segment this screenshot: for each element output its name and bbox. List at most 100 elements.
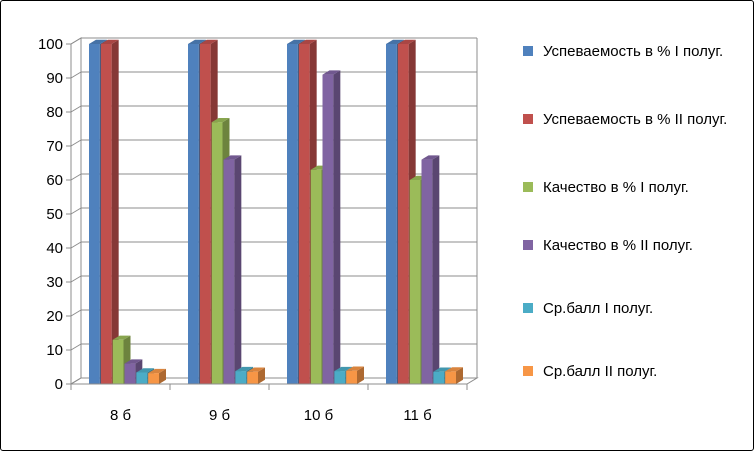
bar — [112, 339, 124, 384]
legend-label: Качество в % I полуг. — [543, 179, 689, 196]
bar-top — [223, 155, 242, 160]
gridline-wall — [70, 139, 82, 147]
gridline-wall — [70, 207, 82, 215]
y-tick-label: 70 — [46, 138, 63, 155]
bar — [334, 371, 346, 384]
bar — [89, 44, 100, 384]
bar — [199, 44, 211, 384]
bar-top — [112, 335, 131, 340]
legend-label: Успеваемость в % II полуг. — [543, 111, 728, 128]
legend-item: Успеваемость в % I полуг. — [523, 41, 748, 62]
bar-top — [287, 39, 305, 44]
bar — [247, 371, 258, 384]
bar-top — [433, 367, 452, 372]
bar-top — [148, 368, 166, 374]
y-tick-label: 10 — [46, 342, 63, 359]
bar — [188, 44, 199, 384]
bar-top — [211, 118, 230, 123]
y-tick-label: 60 — [46, 172, 63, 189]
gridline-wall — [70, 343, 82, 351]
bar — [100, 44, 112, 384]
bar-top — [445, 367, 463, 372]
gridline-wall — [70, 173, 82, 181]
y-tick-label: 100 — [38, 36, 63, 53]
x-tick-label: 10 б — [304, 407, 333, 424]
bar — [310, 169, 322, 384]
bar-side — [456, 367, 463, 384]
bar-top — [298, 39, 317, 44]
bar-top — [89, 39, 107, 44]
bar — [136, 372, 148, 384]
bar-top — [235, 366, 254, 372]
bar-top — [247, 367, 265, 372]
legend-swatch — [523, 46, 533, 56]
bar-side — [111, 39, 119, 385]
bar-side — [234, 155, 242, 384]
bar — [445, 371, 456, 384]
gridline-wall — [70, 241, 82, 249]
bar — [235, 371, 247, 384]
bar — [287, 44, 298, 384]
bar — [346, 370, 357, 384]
legend-item: Качество в % II полуг. — [523, 235, 748, 256]
legend-label: Качество в % II полуг. — [543, 237, 693, 254]
y-tick-label: 30 — [46, 274, 63, 291]
bar-top — [322, 70, 341, 75]
bar-side — [159, 368, 166, 384]
x-tick-label: 11 б — [403, 407, 431, 424]
y-tick-label: 20 — [46, 308, 63, 325]
legend-item: Ср.балл II полуг. — [523, 361, 748, 382]
x-tick-label: 9 б — [209, 407, 230, 424]
legend-item: Успеваемость в % II полуг. — [523, 109, 748, 130]
legend-label: Ср.балл II полуг. — [543, 363, 658, 380]
legend-item: Качество в % I полуг. — [523, 177, 748, 198]
bar-top — [124, 359, 143, 364]
legend-label: Успеваемость в % I полуг. — [543, 43, 724, 60]
bar — [124, 363, 136, 384]
gridline-wall — [70, 105, 82, 113]
bar — [386, 44, 397, 384]
y-tick-label: 90 — [46, 70, 63, 87]
bar-top — [346, 366, 364, 371]
gridline-wall — [70, 275, 82, 283]
bar — [397, 44, 409, 384]
bar — [223, 159, 235, 384]
bar — [211, 122, 223, 384]
bar — [433, 371, 445, 384]
legend-swatch — [523, 303, 533, 313]
gridline-wall — [70, 37, 82, 45]
legend-item: Ср.балл I полуг. — [523, 298, 748, 319]
bar-top — [188, 39, 206, 44]
bar-top — [397, 39, 416, 44]
bar — [409, 180, 421, 384]
bar — [322, 74, 334, 384]
y-tick-label: 0 — [55, 376, 63, 393]
gridline-wall — [70, 377, 82, 385]
legend-label: Ср.балл I полуг. — [543, 300, 654, 317]
y-tick-label: 50 — [46, 206, 63, 223]
bar-top — [386, 39, 404, 44]
bar-side — [333, 70, 341, 385]
bar-top — [199, 39, 218, 44]
bar — [148, 373, 159, 384]
y-tick-label: 80 — [46, 104, 63, 121]
legend-swatch — [523, 366, 533, 376]
bar-top — [334, 366, 353, 372]
bar-top — [100, 39, 119, 44]
gridline-wall — [70, 71, 82, 79]
x-tick-label: 8 б — [110, 407, 131, 424]
bar-side — [432, 155, 440, 384]
bar — [298, 44, 310, 384]
bar-top — [136, 368, 155, 373]
bar-side — [258, 367, 265, 384]
bar-top — [421, 155, 440, 160]
legend-swatch — [523, 182, 533, 192]
legend-swatch — [523, 240, 533, 250]
bar-side — [357, 366, 364, 384]
legend-swatch — [523, 114, 533, 124]
gridline-wall — [70, 309, 82, 317]
bar — [421, 159, 433, 384]
y-tick-label: 40 — [46, 240, 63, 257]
